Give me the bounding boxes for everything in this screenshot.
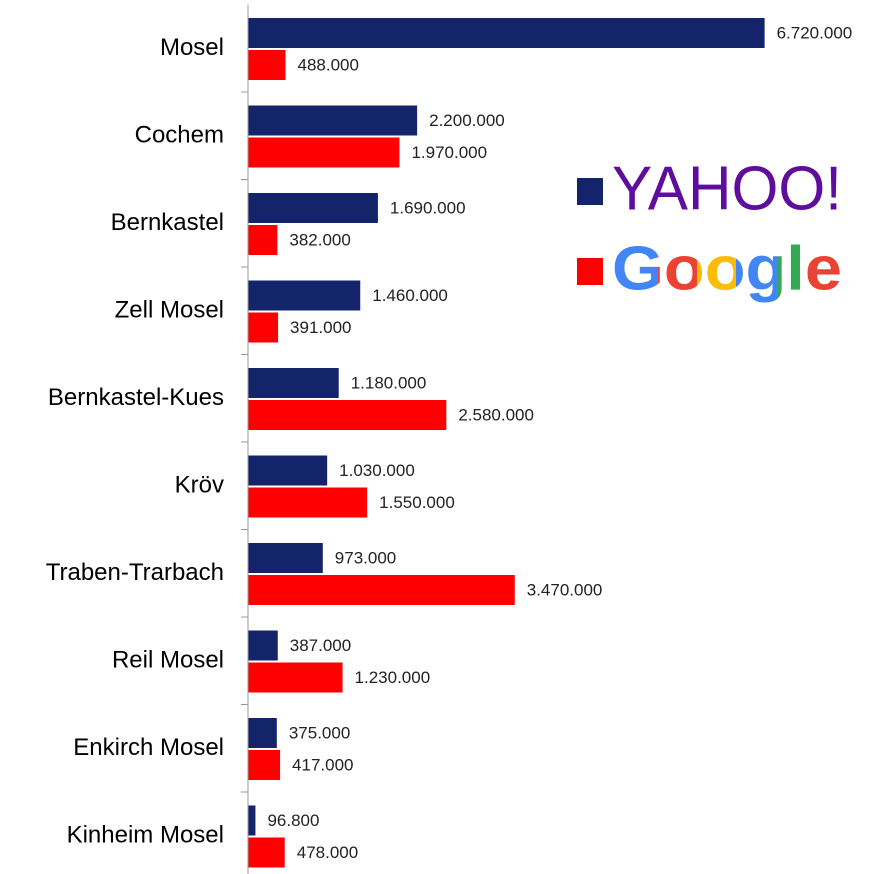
category-label: Zell Mosel xyxy=(115,296,224,323)
category-label: Reil Mosel xyxy=(112,646,224,673)
bar xyxy=(248,193,378,223)
legend-label: YAHOO! xyxy=(612,154,842,223)
value-label: 1.970.000 xyxy=(411,143,487,162)
bar xyxy=(248,543,323,573)
value-label: 3.470.000 xyxy=(527,580,603,599)
value-label: 1.230.000 xyxy=(355,668,431,687)
value-label: 1.030.000 xyxy=(339,461,415,480)
bar xyxy=(248,805,256,836)
bar xyxy=(248,280,361,311)
value-label: 391.000 xyxy=(290,318,351,337)
bar xyxy=(248,18,765,48)
bar xyxy=(248,455,328,486)
bar xyxy=(248,837,285,868)
category-label: Enkirch Mosel xyxy=(73,734,224,761)
bar xyxy=(248,137,400,168)
bar xyxy=(248,312,279,343)
value-label: 1.690.000 xyxy=(390,198,466,217)
category-label: Mosel xyxy=(160,34,224,61)
value-label: 478.000 xyxy=(297,843,358,862)
bar xyxy=(248,750,281,780)
value-label: 2.580.000 xyxy=(458,405,534,424)
value-label: 2.200.000 xyxy=(429,111,505,130)
value-label: 382.000 xyxy=(289,230,350,249)
bar xyxy=(248,630,278,661)
bar xyxy=(248,662,343,693)
value-label: 1.460.000 xyxy=(372,286,448,305)
legend-label: Google xyxy=(612,234,842,303)
value-label: 96.800 xyxy=(267,811,319,830)
bar xyxy=(248,105,418,136)
bar xyxy=(248,575,515,605)
category-label: Cochem xyxy=(135,121,224,148)
value-label: 417.000 xyxy=(292,755,353,774)
category-label: Traben-Trarbach xyxy=(46,559,224,586)
value-label: 6.720.000 xyxy=(777,23,853,42)
legend-swatch xyxy=(577,258,603,285)
legend-swatch xyxy=(577,178,603,205)
bar xyxy=(248,718,277,748)
category-label: Kröv xyxy=(175,471,224,498)
category-label: Bernkastel-Kues xyxy=(48,384,224,411)
value-label: 387.000 xyxy=(290,636,351,655)
bar xyxy=(248,50,286,80)
bar xyxy=(248,400,447,430)
category-label: Bernkastel xyxy=(111,209,224,236)
bar xyxy=(248,225,278,255)
value-label: 488.000 xyxy=(298,55,359,74)
category-label: Kinheim Mosel xyxy=(67,821,224,848)
bar xyxy=(248,487,368,518)
bar xyxy=(248,368,339,398)
value-label: 1.180.000 xyxy=(351,373,427,392)
value-label: 375.000 xyxy=(289,723,350,742)
value-label: 1.550.000 xyxy=(379,493,455,512)
value-label: 973.000 xyxy=(335,548,396,567)
